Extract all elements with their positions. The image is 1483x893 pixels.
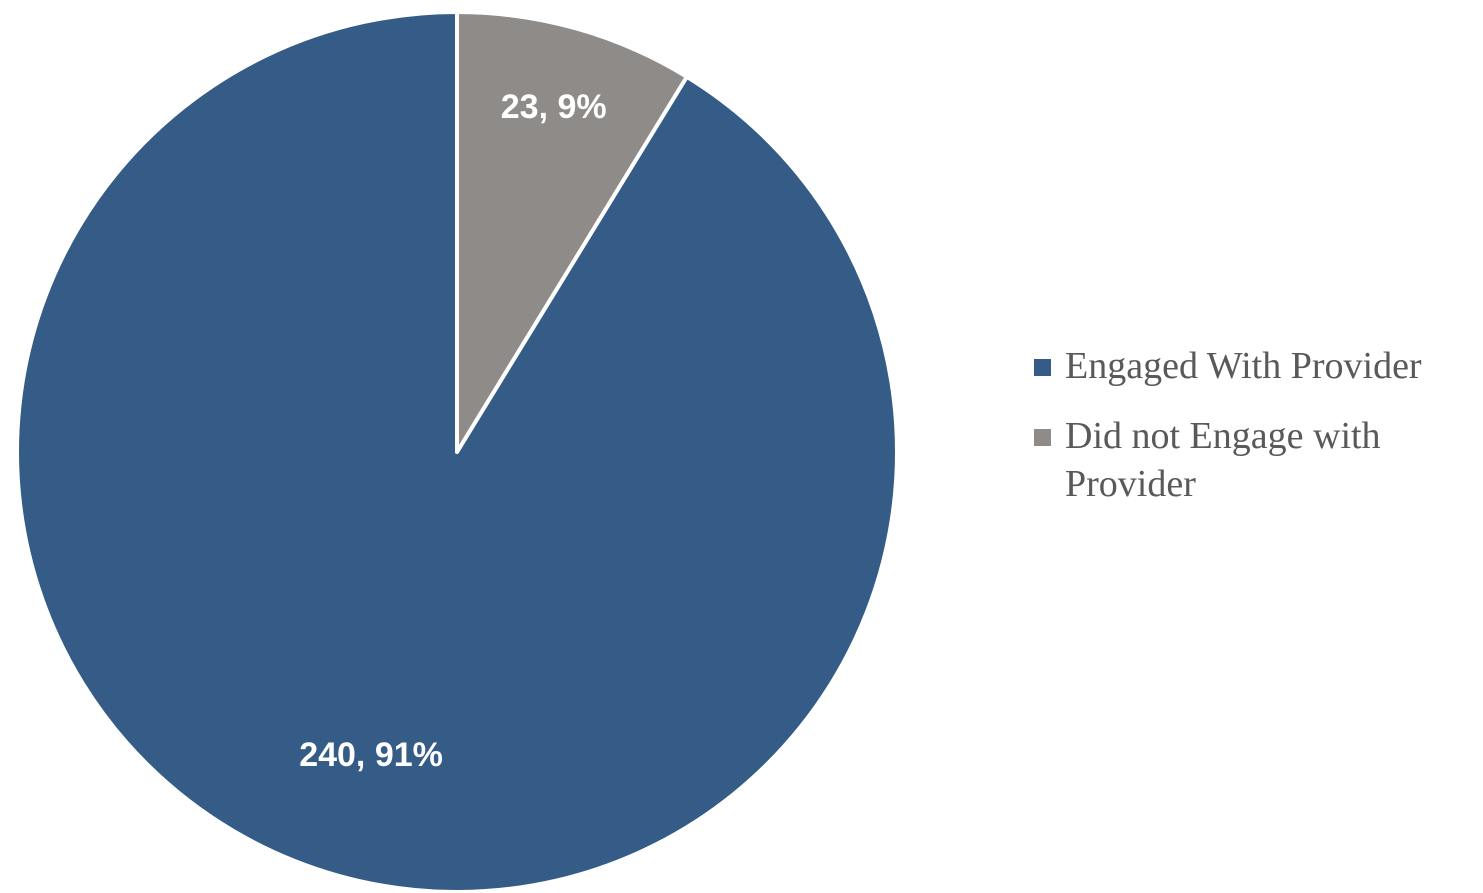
pie-chart: 240, 91% 23, 9%: [15, 10, 899, 893]
legend-item-engaged[interactable]: Engaged With Provider: [1034, 342, 1479, 390]
pie-slice-did-not-engage[interactable]: [455, 10, 689, 454]
legend-label-did-not-engage: Did not Engage with Provider: [1065, 415, 1381, 505]
pie-slice-engaged[interactable]: [15, 10, 899, 893]
legend-swatch-did-not-engage: [1034, 429, 1051, 446]
pie-data-labels: 240, 91% 23, 9%: [299, 88, 606, 774]
legend-label-engaged: Engaged With Provider: [1065, 345, 1422, 387]
legend: Engaged With Provider Did not Engage wit…: [1034, 342, 1479, 530]
pie-slices: [15, 10, 899, 893]
data-label-did-not-engage: 23, 9%: [501, 88, 607, 126]
data-label-engaged: 240, 91%: [299, 736, 443, 774]
legend-item-did-not-engage[interactable]: Did not Engage with Provider: [1034, 412, 1479, 508]
legend-swatch-engaged: [1034, 359, 1051, 376]
